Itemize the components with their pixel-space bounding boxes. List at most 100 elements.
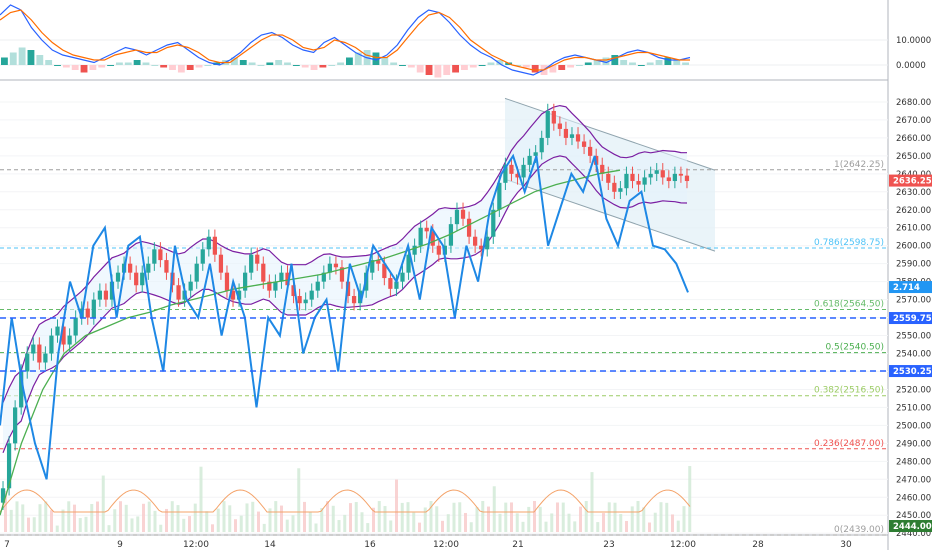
volume-bar	[613, 502, 617, 532]
price-badge	[889, 365, 932, 378]
macd-histogram-bar	[248, 62, 256, 65]
price-y-tick-label: 2680.00	[896, 98, 931, 108]
candle-body	[527, 155, 532, 165]
volume-bar	[590, 472, 594, 532]
macd-histogram-bar	[195, 65, 203, 68]
macd-histogram-bar	[116, 62, 123, 65]
volume-bar	[573, 521, 577, 532]
price-y-tick-label: 2540.00	[896, 350, 931, 360]
candle-body	[37, 344, 42, 363]
macd-y-tick-label: 0.0000	[896, 61, 926, 71]
volume-bar	[211, 524, 214, 532]
volume-bar	[262, 523, 266, 532]
x-tick-label: 12:00	[433, 540, 459, 550]
volume-bar	[648, 522, 651, 532]
price-badge	[889, 312, 932, 325]
candle-body	[243, 272, 248, 291]
volume-bar	[556, 502, 559, 532]
candle-body	[188, 281, 193, 291]
volume-bar	[84, 516, 88, 532]
macd-histogram-bar	[18, 47, 26, 65]
macd-histogram-bar	[337, 62, 344, 65]
candle-body	[672, 173, 677, 182]
volume-bar	[159, 524, 163, 532]
candle-body	[109, 281, 115, 300]
price-y-tick-label: 2630.00	[896, 188, 931, 198]
volume-bar	[343, 514, 347, 532]
oscillator-line	[0, 489, 691, 513]
volume-bar	[567, 513, 571, 532]
candle-body	[103, 290, 109, 300]
volume-bar	[584, 501, 588, 532]
macd-histogram-bar	[1, 57, 8, 65]
macd-histogram-bar	[328, 65, 336, 66]
volume-bar	[596, 522, 600, 532]
macd-histogram-bar	[461, 65, 468, 70]
candle-body	[563, 128, 569, 138]
candle-body	[557, 123, 562, 129]
candle-body	[315, 281, 320, 291]
candle-body	[85, 308, 90, 318]
volume-bar	[630, 506, 634, 532]
volume-bar	[165, 508, 168, 532]
volume-bar	[561, 502, 565, 532]
macd-series-line	[0, 9, 690, 71]
volume-bar	[176, 505, 180, 532]
price-y-tick-label: 2460.00	[896, 493, 931, 503]
volume-bar	[101, 475, 105, 532]
fibonacci-levels: 1(2642.25) 0.786(2598.75) 0.618(2564.50) 0.…	[0, 160, 888, 536]
fib-label: 0.236(2487.00)	[814, 439, 884, 449]
volume-bar	[498, 513, 502, 532]
candle-body	[588, 146, 593, 156]
volume-bar	[349, 503, 352, 532]
price-badge-label: 2636.25	[893, 177, 932, 187]
macd-histogram-bar	[567, 65, 574, 68]
candle-body	[382, 263, 387, 279]
volume-bar	[458, 502, 462, 532]
candle-body	[442, 245, 447, 255]
volume-bar	[44, 501, 48, 532]
ema-line	[0, 169, 621, 516]
macd-histogram-bar	[372, 52, 380, 65]
volume-bar	[96, 501, 99, 532]
macd-histogram-bar	[664, 57, 672, 65]
macd-histogram-bar	[133, 60, 141, 65]
price-badges: 2636.25 2.714 2559.75 2530.25 2444.00	[0, 174, 932, 533]
volume-bar	[326, 501, 329, 532]
fib-label: 0.382(2516.50)	[814, 386, 884, 396]
volume-bar	[389, 520, 393, 532]
candle-body	[13, 407, 18, 444]
macd-histogram-bar	[576, 65, 583, 66]
macd-histogram-bar	[416, 65, 424, 73]
macd-histogram-bar	[390, 62, 398, 65]
x-tick-label: 30	[840, 540, 852, 550]
candle-body	[618, 188, 623, 192]
volume-bar	[67, 501, 71, 532]
candle-body	[182, 290, 187, 300]
macd-histogram-bar	[71, 65, 79, 70]
candle-body	[327, 263, 332, 273]
x-tick-label: 14	[264, 540, 276, 550]
macd-histogram-bar	[399, 65, 406, 66]
volume-bar	[602, 513, 605, 532]
macd-histogram-bar	[584, 62, 592, 65]
macd-histogram-bar	[354, 52, 362, 65]
volume-bar	[636, 501, 640, 532]
candle-body	[479, 245, 484, 250]
candle-body	[236, 290, 242, 300]
volume-bar	[9, 509, 13, 532]
price-y-tick-label: 2490.00	[896, 439, 931, 449]
candle-body	[267, 281, 272, 291]
candle-body	[176, 285, 181, 300]
candle-body	[666, 177, 671, 182]
volume-bar	[429, 501, 433, 532]
price-y-tick-label: 2660.00	[896, 134, 931, 144]
macd-histogram-bar	[319, 65, 327, 68]
candle-body	[581, 141, 587, 147]
macd-histogram-bar	[558, 65, 566, 70]
price-badge-label: 2530.25	[893, 367, 932, 377]
volume-bar	[308, 511, 312, 532]
candle-body	[624, 173, 629, 189]
volume-bar	[113, 509, 117, 532]
